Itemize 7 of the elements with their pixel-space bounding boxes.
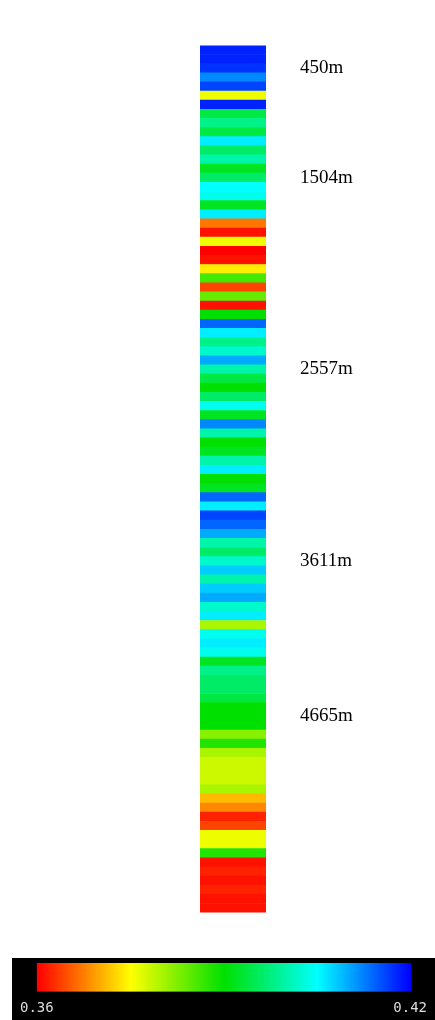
- y-tick-label: 3611m: [300, 549, 353, 571]
- color-bar-label: 0.36: [20, 998, 54, 1015]
- y-tick-label: 4665m: [300, 704, 353, 726]
- y-tick-label: 2557m: [300, 357, 353, 379]
- y-tick-label: 1504m: [300, 165, 353, 187]
- color-bar-label: 0.42: [393, 998, 427, 1015]
- y-tick-label: 450m: [300, 56, 344, 78]
